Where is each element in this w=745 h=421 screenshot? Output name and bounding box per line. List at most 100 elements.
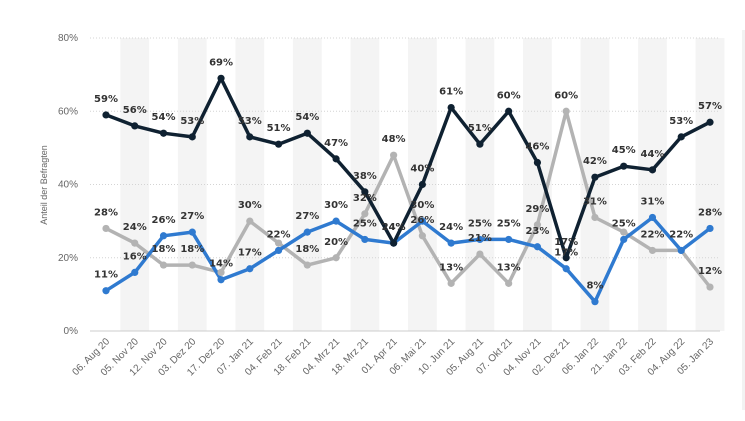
series-points [102, 74, 714, 306]
band-9 [350, 38, 380, 331]
y-tick-label: 0% [64, 326, 79, 337]
data-label: 44% [641, 149, 665, 160]
series-0-point [159, 129, 168, 137]
data-label: 30% [324, 200, 348, 211]
series-1-point [303, 228, 311, 236]
data-label: 24% [439, 222, 463, 233]
series-1-line [104, 215, 712, 304]
series-0-point [390, 239, 398, 247]
data-label: 26% [410, 215, 434, 226]
data-label: 28% [698, 207, 722, 218]
series-1-point [131, 268, 139, 276]
series-0-point [246, 133, 254, 141]
data-label: 46% [525, 142, 549, 153]
series-0-point [418, 180, 426, 189]
series-0-point [620, 162, 628, 170]
data-label: 13% [439, 262, 463, 273]
series-0-point [447, 103, 455, 112]
series-2-point [505, 279, 513, 287]
series-2-point [332, 254, 340, 262]
y-tick-label: 80% [58, 33, 78, 44]
series-2-point [562, 107, 570, 115]
series-0-point [217, 74, 225, 82]
data-label: 8% [586, 281, 603, 292]
data-label: 53% [669, 116, 693, 127]
right-edge-strip [742, 30, 745, 410]
series-0-point [648, 166, 657, 174]
series-2-point [188, 261, 196, 269]
data-label: 40% [410, 164, 434, 175]
data-label: 29% [525, 204, 549, 215]
series-1-point [447, 239, 455, 247]
series-1-point [102, 287, 110, 295]
data-label: 47% [324, 138, 348, 149]
data-label: 60% [497, 90, 521, 101]
band-21 [695, 38, 725, 331]
data-label: 31% [641, 196, 665, 207]
series-1-point [217, 276, 225, 284]
series-0-point [274, 140, 283, 148]
data-label: 54% [152, 112, 176, 123]
series-0-point [591, 173, 599, 181]
data-label: 61% [439, 87, 463, 98]
data-label: 22% [669, 229, 693, 240]
data-label: 13% [497, 262, 521, 273]
series-2-point [303, 261, 311, 269]
series-0-point [303, 129, 311, 137]
series-0-point [332, 155, 340, 163]
data-label: 32% [353, 193, 377, 204]
data-label: 12% [698, 266, 722, 277]
data-label: 21% [468, 233, 492, 244]
series-lines [104, 76, 712, 304]
y-axis-label: Anteil der Befragten [39, 145, 49, 225]
data-label: 16% [123, 251, 147, 262]
series-1-point [706, 224, 714, 233]
series-0-point [505, 107, 513, 115]
series-1-point [159, 232, 168, 240]
series-2-point [159, 261, 168, 269]
series-2-point [418, 232, 426, 240]
data-label: 25% [468, 218, 492, 229]
data-label: 69% [209, 57, 233, 68]
series-2-point [361, 210, 369, 218]
series-1-point [505, 235, 513, 244]
data-label: 24% [382, 222, 406, 233]
series-2-point [217, 268, 225, 276]
series-2-point [620, 228, 628, 236]
data-label: 57% [698, 101, 722, 112]
data-label: 18% [295, 244, 319, 255]
data-label: 31% [583, 196, 607, 207]
series-1-point [418, 217, 426, 225]
data-label: 42% [583, 156, 607, 167]
data-label: 25% [612, 218, 636, 229]
series-0-line [104, 76, 712, 260]
data-label: 14% [209, 259, 233, 270]
series-2-point [131, 239, 139, 247]
series-0-point [706, 118, 714, 126]
series-1-point [562, 265, 570, 273]
series-2-point [591, 213, 599, 222]
series-1-point [188, 228, 196, 236]
data-label: 30% [238, 200, 262, 211]
series-2-line [104, 109, 712, 289]
data-label: 27% [295, 211, 319, 222]
data-label: 60% [554, 90, 578, 101]
data-label: 17% [554, 237, 578, 248]
data-label: 27% [180, 211, 204, 222]
series-0-point [562, 254, 570, 262]
data-label: 45% [612, 145, 636, 156]
series-1-point [591, 298, 599, 306]
data-label: 24% [382, 222, 406, 233]
series-1-point [677, 246, 685, 255]
data-label: 20% [324, 237, 348, 248]
data-label: 11% [94, 270, 118, 281]
series-2-point [648, 246, 657, 255]
y-tick-label: 60% [58, 106, 78, 117]
series-1-point [648, 213, 657, 222]
data-label: 54% [295, 112, 319, 123]
series-1-point [246, 265, 254, 273]
data-label: 53% [180, 116, 204, 127]
data-label: 18% [152, 244, 176, 255]
data-label: 22% [641, 229, 665, 240]
